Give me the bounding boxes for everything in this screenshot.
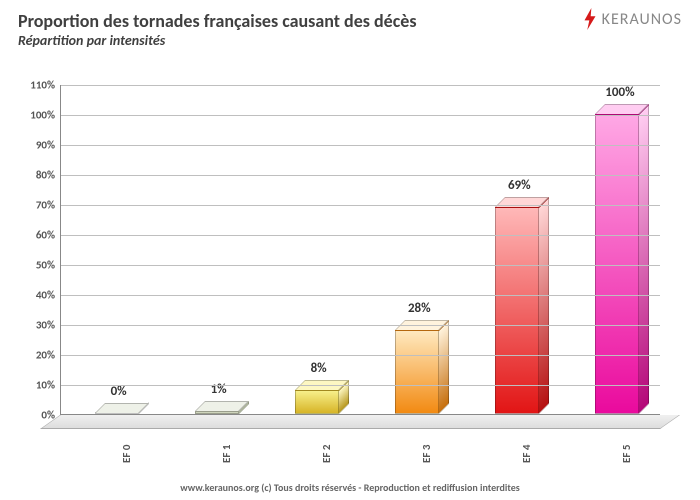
bar-front [295, 390, 339, 414]
data-label: 69% [508, 178, 531, 193]
y-axis-tick: 20% [36, 349, 61, 362]
grid-line [61, 205, 660, 206]
y-axis-tick: 40% [36, 289, 61, 302]
bar-front [195, 411, 239, 414]
brand-logo: KERAUNOS [581, 8, 682, 30]
bar-side-face [439, 320, 449, 414]
x-axis-tick: EF 1 [220, 445, 233, 463]
grid-line [61, 265, 660, 266]
grid-line [61, 295, 660, 296]
x-axis-tick: EF 5 [620, 445, 633, 463]
grid-line [61, 325, 660, 326]
y-axis-tick: 10% [36, 379, 61, 392]
y-axis-tick: 30% [36, 319, 61, 332]
data-label: 8% [311, 361, 327, 376]
y-axis-tick: 80% [36, 169, 61, 182]
grid-line [61, 115, 660, 116]
grid-line [61, 235, 660, 236]
data-label: 28% [408, 301, 431, 316]
chart-subtitle: Répartition par intensités [18, 32, 682, 49]
grid-line [61, 355, 660, 356]
chart-floor [40, 415, 680, 429]
bar-front [395, 330, 439, 414]
data-label: 0% [111, 384, 127, 399]
bar-side-face [639, 104, 649, 414]
x-axis-tick: EF 2 [320, 445, 333, 463]
x-axis-tick: EF 3 [420, 445, 433, 463]
bars-container: 0%1%8%28%69%100% [61, 85, 660, 414]
data-label: 100% [605, 85, 634, 100]
x-axis-tick: EF 0 [120, 445, 133, 463]
grid-line [61, 145, 660, 146]
brand-name: KERAUNOS [602, 10, 682, 29]
chart-plot-area: 0%1%8%28%69%100% 0%10%20%30%40%50%60%70%… [60, 85, 660, 415]
footer-credits: www.keraunos.org (c) Tous droits réservé… [0, 481, 700, 494]
lightning-icon [581, 8, 599, 30]
y-axis-tick: 90% [36, 139, 61, 152]
y-axis-tick: 100% [30, 109, 61, 122]
grid-line [61, 85, 660, 86]
bar-front [495, 207, 539, 414]
x-axis-tick: EF 4 [520, 445, 533, 463]
bar-front [595, 114, 639, 414]
y-axis-tick: 70% [36, 199, 61, 212]
y-axis-tick: 50% [36, 259, 61, 272]
bar-side-face [539, 197, 549, 414]
grid-line [61, 385, 660, 386]
y-axis-tick: 60% [36, 229, 61, 242]
y-axis-tick: 110% [30, 79, 61, 92]
grid-line [61, 175, 660, 176]
